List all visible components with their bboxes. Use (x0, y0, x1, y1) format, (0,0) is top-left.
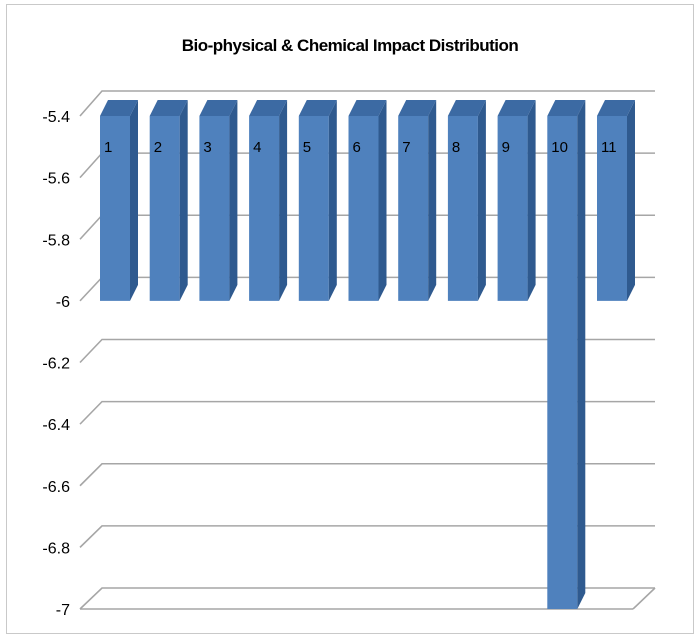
gridline (79, 587, 655, 610)
y-tick-label: -6.8 (42, 540, 70, 557)
category-label: 4 (253, 139, 261, 156)
bar-top (149, 100, 188, 116)
floor-edge (632, 587, 656, 610)
y-tick-label: -5.4 (42, 109, 70, 126)
bar (597, 116, 627, 301)
bar (249, 116, 280, 301)
bar-top (447, 100, 486, 116)
bar-top (597, 100, 635, 116)
bar (199, 116, 230, 301)
chart-title: Bio-physical & Chemical Impact Distribut… (181, 36, 519, 55)
y-tick-label: -6 (56, 294, 70, 311)
y-tick-label: -6.2 (42, 356, 70, 373)
y-tick-label: -5.6 (42, 171, 70, 188)
category-label: 8 (452, 139, 460, 156)
category-label: 2 (154, 139, 162, 156)
y-tick-label: -6.4 (42, 417, 70, 434)
bar-top (497, 100, 536, 116)
gridline (79, 400, 655, 425)
bar-top (249, 100, 288, 116)
bar-top (298, 100, 337, 116)
gridline (79, 90, 655, 117)
bar-side (477, 100, 486, 301)
bar-side (577, 100, 586, 609)
bar (398, 116, 429, 301)
bar-side (627, 100, 635, 301)
category-label: 11 (601, 139, 617, 156)
category-label: 3 (203, 139, 211, 156)
category-label: 6 (353, 139, 361, 156)
gridline (79, 462, 655, 487)
bar (547, 116, 578, 609)
bar-side (328, 100, 337, 301)
bar-side (428, 100, 437, 301)
category-label: 10 (551, 139, 568, 156)
bar-top (199, 100, 238, 116)
category-label: 9 (502, 139, 510, 156)
bar (149, 116, 180, 301)
y-tick-label: -5.8 (42, 232, 70, 249)
bar (100, 116, 130, 301)
bar-side (130, 100, 138, 301)
category-label: 7 (402, 139, 410, 156)
bar-side (527, 100, 536, 301)
bar-top (348, 100, 387, 116)
bar-top (398, 100, 437, 116)
y-tick-label: -6.6 (42, 479, 70, 496)
bar-side (279, 100, 288, 301)
bar (497, 116, 528, 301)
gridline (79, 525, 655, 548)
y-tick-label: -7 (56, 602, 70, 619)
category-label: 5 (303, 139, 311, 156)
category-label: 1 (104, 139, 112, 156)
bar-top (547, 100, 586, 116)
bar-side (179, 100, 188, 301)
bar-top (100, 100, 138, 116)
bar (447, 116, 478, 301)
bar-side (229, 100, 238, 301)
bar (348, 116, 379, 301)
bar-side (378, 100, 387, 301)
gridline (79, 338, 655, 364)
bar (298, 116, 329, 301)
